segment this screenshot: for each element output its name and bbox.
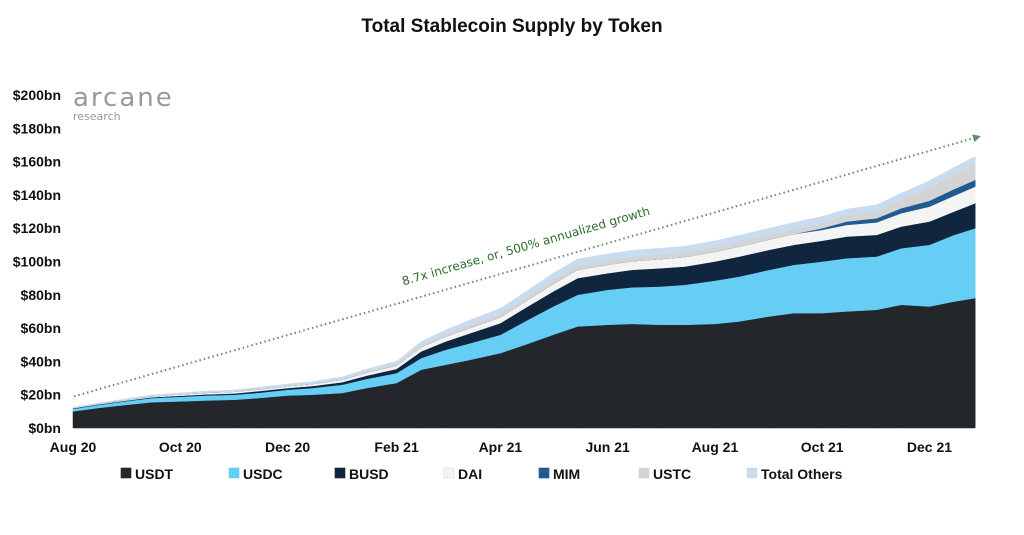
legend-label-usdc: USDC: [243, 466, 283, 482]
y-tick-label: $100bn: [13, 254, 61, 270]
x-tick-label: Oct 21: [801, 439, 844, 455]
legend-swatch-ustc: [638, 467, 650, 479]
x-tick-label: Aug 20: [50, 439, 97, 455]
legend: USDT USDC BUSD DAI MIM USTC Total Others: [120, 466, 843, 482]
y-tick-label: $80bn: [21, 287, 61, 303]
legend-label-mim: MIM: [553, 466, 580, 482]
legend-swatch-mim: [538, 467, 550, 479]
x-tick-label: Aug 21: [692, 439, 739, 455]
y-tick-label: $0bn: [28, 420, 61, 436]
y-tick-label: $120bn: [13, 220, 61, 236]
logo-wordmark: arcane: [73, 83, 174, 113]
x-tick-label: Apr 21: [479, 439, 523, 455]
legend-swatch-total-others: [746, 467, 758, 479]
x-tick-label: Dec 20: [265, 439, 310, 455]
y-tick-label: $60bn: [21, 320, 61, 336]
y-tick-label: $20bn: [21, 387, 61, 403]
arcane-research-logo: arcane research: [73, 84, 174, 123]
y-tick-label: $180bn: [13, 120, 61, 136]
legend-label-busd: BUSD: [349, 466, 389, 482]
y-tick-label: $140bn: [13, 187, 61, 203]
area-series-group: [72, 156, 976, 429]
legend-swatch-usdc: [228, 467, 240, 479]
legend-label-ustc: USTC: [653, 466, 691, 482]
logo-subtitle: research: [73, 110, 121, 123]
x-tick-label: Oct 20: [159, 439, 202, 455]
y-tick-label: $200bn: [13, 87, 61, 103]
y-tick-label: $160bn: [13, 154, 61, 170]
axes-group: $0bn $20bn $40bn $60bn $80bn $100bn $120bn $140…: [13, 87, 953, 455]
legend-label-usdt: USDT: [135, 466, 174, 482]
legend-swatch-busd: [334, 467, 346, 479]
legend-label-total-others: Total Others: [761, 466, 843, 482]
legend-label-dai: DAI: [458, 466, 482, 482]
x-tick-label: Dec 21: [907, 439, 952, 455]
y-tick-label: $40bn: [21, 353, 61, 369]
x-tick-label: Feb 21: [374, 439, 419, 455]
legend-swatch-dai: [443, 467, 455, 479]
chart-title: Total Stablecoin Supply by Token: [361, 16, 663, 37]
area-total-others: [72, 156, 976, 409]
x-tick-label: Jun 21: [585, 439, 630, 455]
legend-swatch-usdt: [120, 467, 132, 479]
